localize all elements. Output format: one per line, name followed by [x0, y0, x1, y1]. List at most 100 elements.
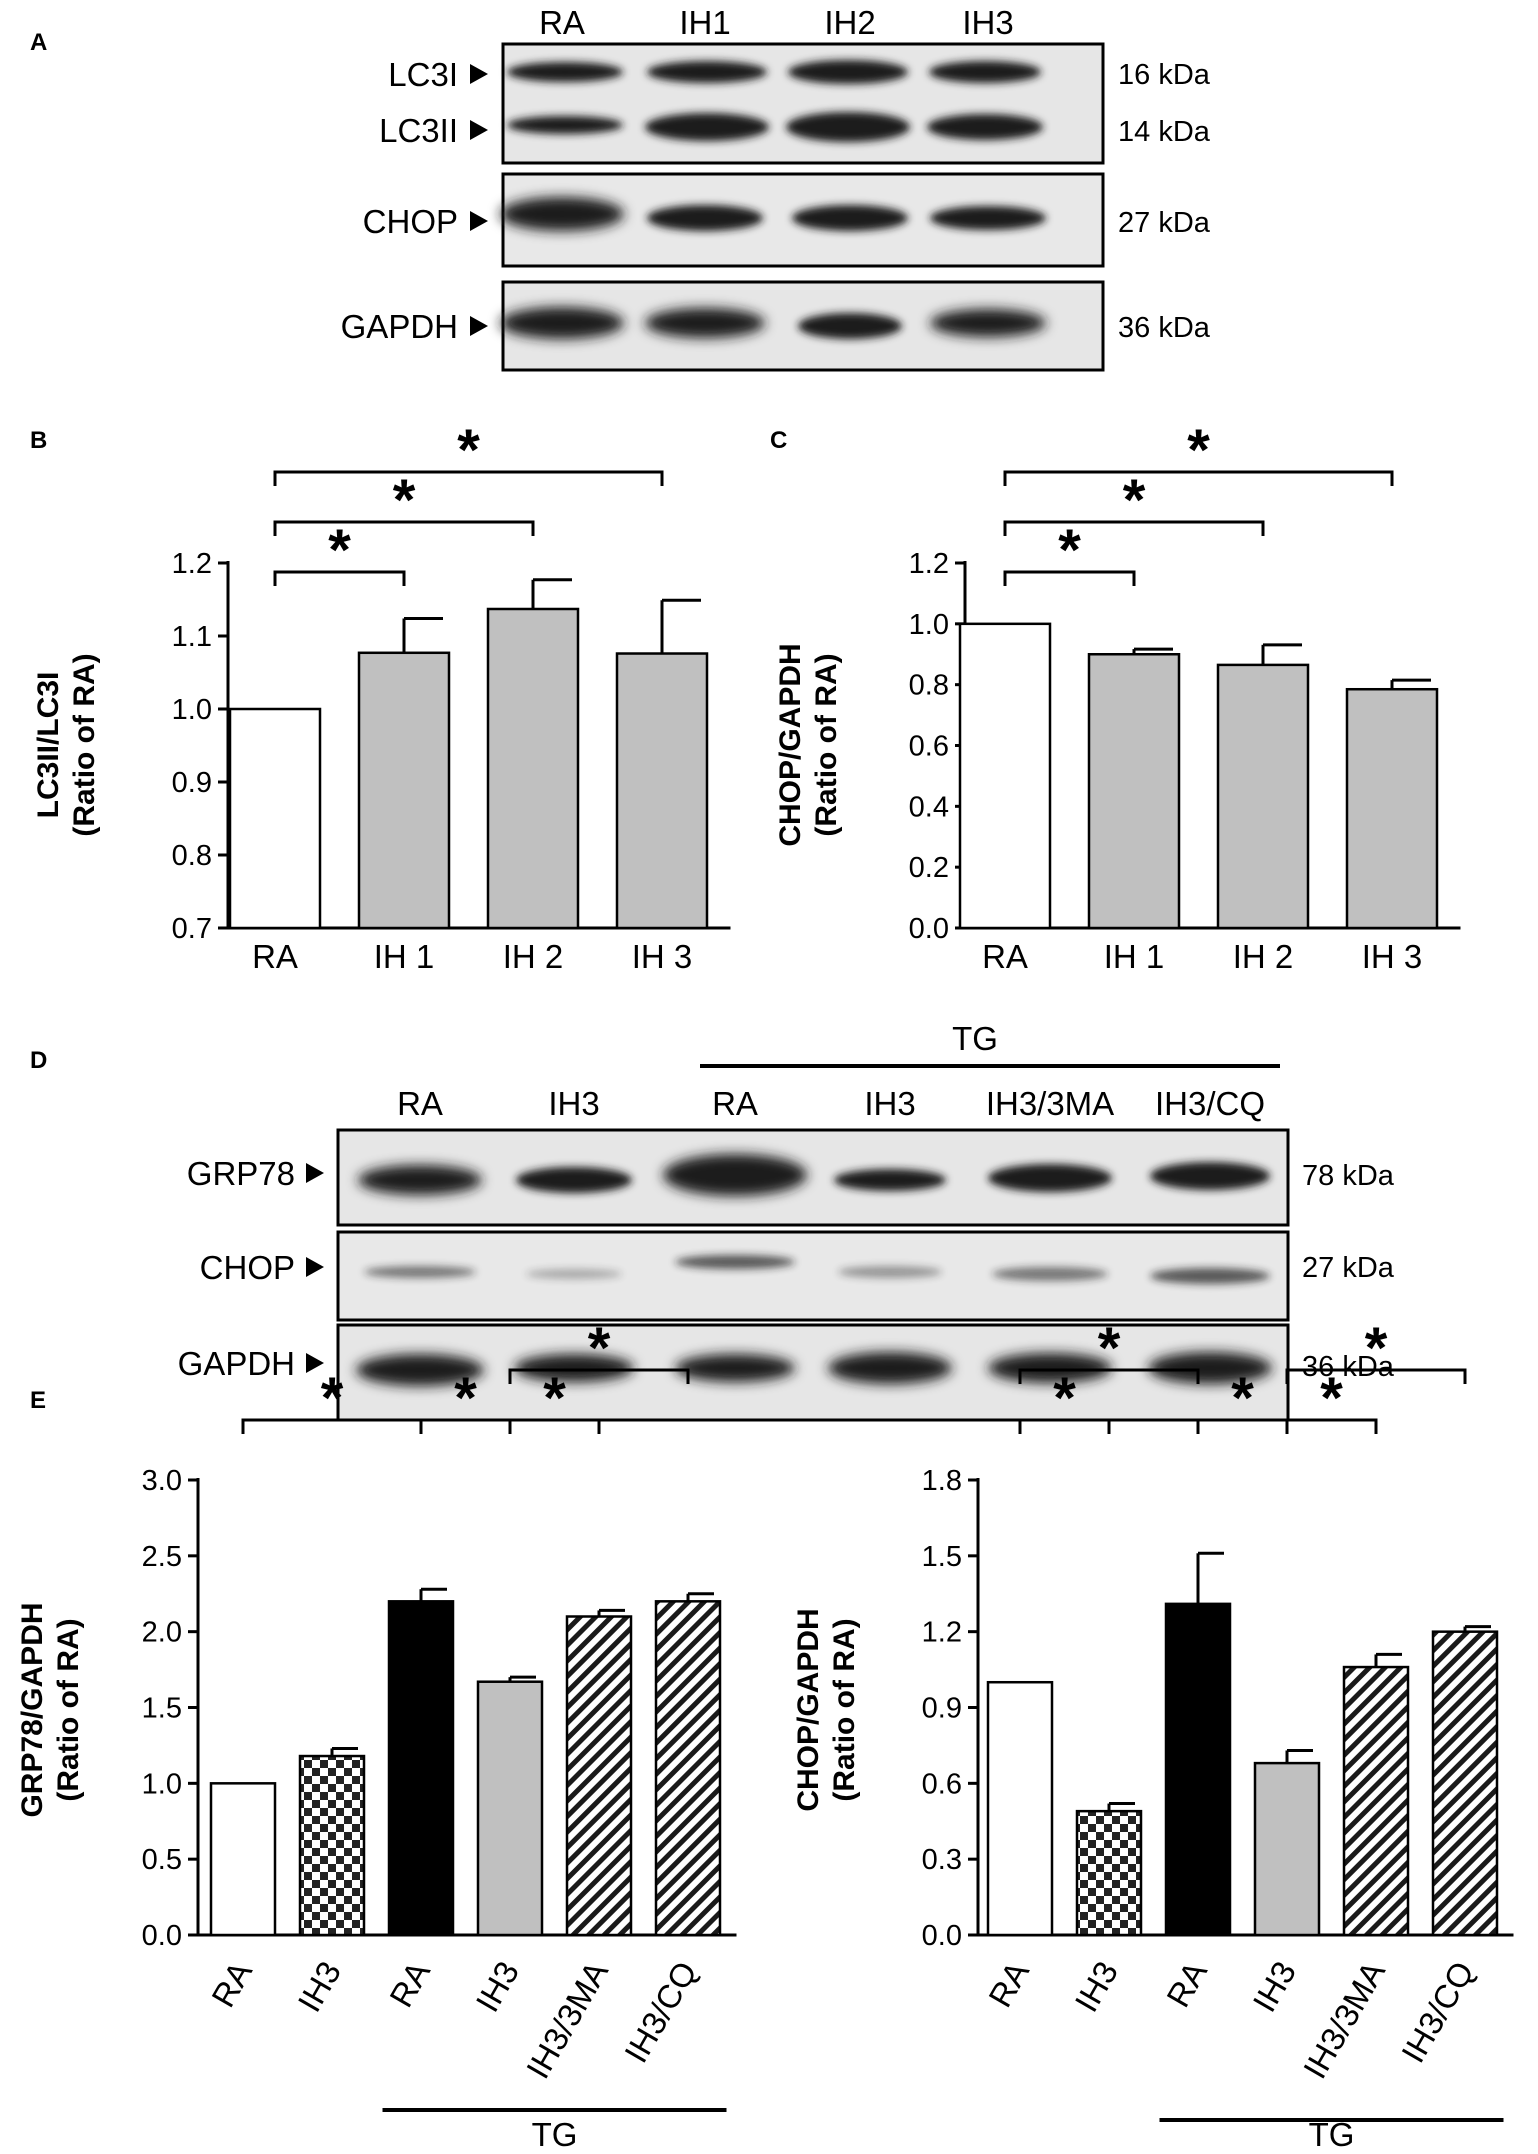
- chart-e-bar: [476, 1680, 544, 1937]
- chart-f-category-label: IH3: [1067, 1955, 1125, 2018]
- blot-d-protein-gapdh: GAPDH: [178, 1345, 295, 1382]
- blot-a-lane-ih1: IH1: [679, 4, 730, 41]
- chart-b-significance-star: *: [393, 468, 416, 533]
- chart-c-bar: [958, 622, 1052, 930]
- chart-f-group-label: TG: [1309, 2116, 1355, 2153]
- chart-c-ytick-label: 1.0: [909, 609, 949, 641]
- chart-e-ytick-label: 2.0: [142, 1617, 182, 1649]
- blot-d-lane-3: RA: [712, 1085, 758, 1122]
- chart-c-significance-bracket: [1003, 570, 1136, 586]
- chart-e-ytick-label: 2.5: [142, 1541, 182, 1573]
- chart-c-ytick-label: 0.0: [909, 913, 949, 945]
- chart-b: 0.7 0.8 0.9 1.0 1.1 1.2 LC3II/LC3I (Ratio of RA…: [32, 418, 731, 975]
- chart-f-category-label: RA: [981, 1955, 1036, 2013]
- chart-c-significance-star: *: [1187, 418, 1210, 483]
- chart-c-significance-star: *: [1058, 518, 1081, 583]
- chart-f-ytick-label: 0.6: [922, 1768, 962, 1800]
- blot-a-size-36: 36 kDa: [1118, 312, 1211, 344]
- chart-c-significance-star: *: [1123, 468, 1146, 533]
- chart-e-significance-star: *: [588, 1316, 611, 1381]
- chart-b-category-label: IH 3: [632, 938, 693, 975]
- panel-label-c: C: [770, 427, 787, 454]
- panel-label-e: E: [30, 1387, 46, 1414]
- chart-b-ytick-label: 1.0: [172, 694, 212, 726]
- chart-c-ytick-label: 0.4: [909, 791, 949, 823]
- chart-e-significance-bracket: [508, 1418, 601, 1434]
- chart-f-significance-star: *: [1365, 1316, 1388, 1381]
- blot-a-protein-lc3i: LC3I: [388, 56, 458, 93]
- blot-a-protein-chop: CHOP: [363, 203, 458, 240]
- chart-f-significance-star: *: [1320, 1366, 1343, 1431]
- chart-e-bar: [387, 1600, 455, 1937]
- chart-e-significance-star: *: [321, 1366, 344, 1431]
- chart-e-ylabel: GRP78/GAPDH: [16, 1602, 49, 1817]
- blot-d-size-36: 36 kDa: [1302, 1351, 1395, 1383]
- blot-d-group-label: TG: [952, 1020, 998, 1057]
- blot-a-arrows: [470, 64, 488, 336]
- blot-d-size-78: 78 kDa: [1302, 1160, 1395, 1192]
- blot-d-protein-grp78: GRP78: [187, 1155, 295, 1192]
- chart-f-category-label: IH3/CQ: [1394, 1955, 1481, 2069]
- chart-e-ytick-label: 3.0: [142, 1465, 182, 1497]
- panel-label-b: B: [30, 427, 47, 454]
- chart-c: 0.0 0.2 0.4 0.6 0.8 1.0 1.2 CHOP/GAPDH (Ratio of…: [774, 418, 1461, 975]
- chart-c-category-label: IH 1: [1104, 938, 1165, 975]
- chart-f-ytick-label: 0.3: [922, 1844, 962, 1876]
- chart-b-significance-bracket: [273, 470, 664, 486]
- chart-f-bar: [986, 1680, 1054, 1937]
- chart-f-ytick-label: 0.9: [922, 1693, 962, 1725]
- chart-e-bar: [209, 1782, 277, 1937]
- chart-e-category-label: RA: [204, 1955, 259, 2013]
- chart-f-ytick-label: 1.8: [922, 1465, 962, 1497]
- chart-b-category-label: RA: [252, 938, 298, 975]
- blot-a-box-lc3: [501, 42, 1105, 165]
- chart-f-significance-star: *: [1231, 1366, 1254, 1431]
- blot-d-lane-1: RA: [397, 1085, 443, 1122]
- chart-c-ylabel-2: (Ratio of RA): [810, 653, 843, 836]
- chart-b-bar: [228, 707, 322, 930]
- blot-d-lane-4: IH3: [864, 1085, 915, 1122]
- blot-a: RA IH1 IH2 IH3 LC3I LC3II CHOP G: [341, 4, 1211, 372]
- chart-c-category-label: IH 3: [1362, 938, 1423, 975]
- blot-a-size-16: 16 kDa: [1118, 59, 1211, 91]
- chart-b-significance-star: *: [457, 418, 480, 483]
- chart-c-significance-bracket: [1003, 520, 1265, 536]
- chart-f-ytick-label: 1.5: [922, 1541, 962, 1573]
- blot-d-arrows: [306, 1163, 324, 1373]
- blot-d-size-27: 27 kDa: [1302, 1252, 1395, 1284]
- blot-a-lane-ra: RA: [539, 4, 585, 41]
- chart-f-significance-bracket: [1018, 1418, 1111, 1434]
- chart-c-ytick-label: 0.6: [909, 731, 949, 763]
- panel-label-a: A: [30, 29, 47, 56]
- blot-d-protein-chop: CHOP: [200, 1249, 295, 1286]
- chart-b-ytick-label: 1.2: [172, 548, 212, 580]
- chart-c-significance-bracket: [1003, 470, 1394, 486]
- chart-e: 0.0 0.5 1.0 1.5 2.0 2.5 3.0 GRP78/GAPDH (Ratio o…: [16, 1316, 737, 2153]
- chart-f-category-label: RA: [1159, 1955, 1214, 2013]
- chart-e-category-label: IH3/CQ: [617, 1955, 704, 2069]
- chart-b-bar: [357, 651, 451, 930]
- chart-e-category-label: IH3/3MA: [519, 1955, 615, 2085]
- chart-c-category-label: IH 2: [1233, 938, 1294, 975]
- chart-f-bar: [1164, 1602, 1232, 1937]
- chart-b-ytick-label: 0.7: [172, 913, 212, 945]
- chart-f-bar: [1431, 1630, 1499, 1937]
- blot-d-lane-2: IH3: [548, 1085, 599, 1122]
- chart-f-significance-star: *: [1053, 1366, 1076, 1431]
- blot-d: TG RA IH3 RA IH3 IH3/3MA IH3/CQ: [178, 1020, 1395, 1422]
- chart-b-significance-bracket: [273, 520, 535, 536]
- chart-b-bar: [486, 607, 580, 930]
- chart-e-group-label: TG: [532, 2116, 578, 2153]
- chart-b-category-label: IH 1: [374, 938, 435, 975]
- blot-a-size-27: 27 kDa: [1118, 207, 1211, 239]
- chart-e-category-label: IH3: [468, 1955, 526, 2018]
- blot-a-lane-ih3: IH3: [962, 4, 1013, 41]
- chart-f-significance-bracket: [1285, 1368, 1467, 1384]
- chart-e-bar: [654, 1600, 722, 1937]
- chart-b-bar: [615, 652, 709, 930]
- chart-c-ytick-label: 1.2: [909, 548, 949, 580]
- chart-e-ytick-label: 0.5: [142, 1844, 182, 1876]
- chart-f-significance-star: *: [1098, 1316, 1121, 1381]
- chart-c-ytick-label: 0.2: [909, 852, 949, 884]
- chart-b-ytick-label: 0.8: [172, 840, 212, 872]
